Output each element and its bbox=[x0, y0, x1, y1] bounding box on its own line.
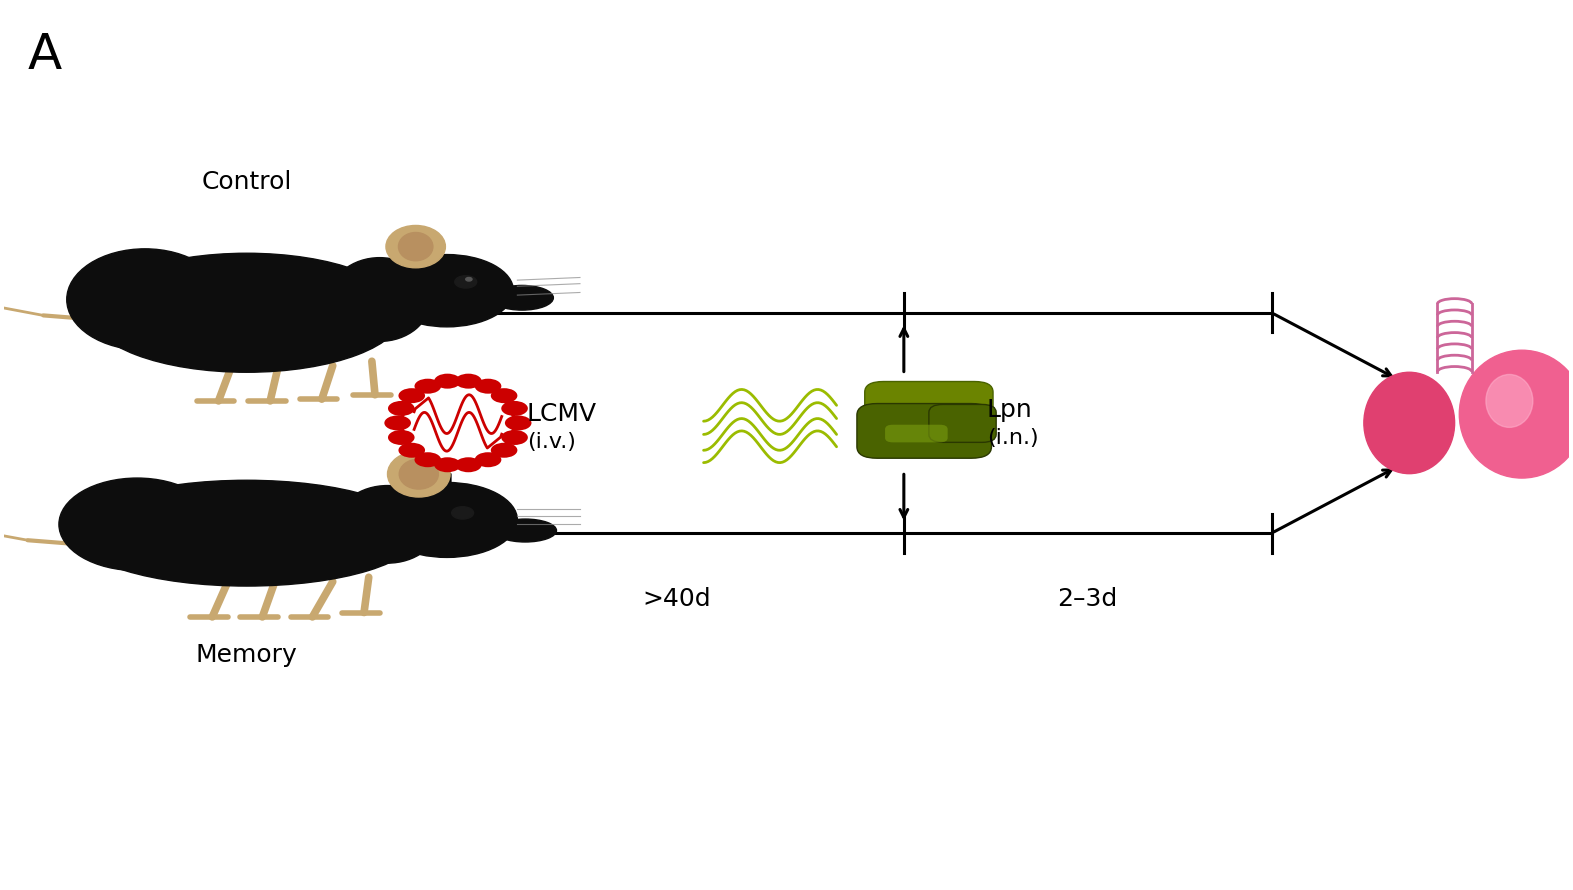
Ellipse shape bbox=[491, 286, 554, 310]
Ellipse shape bbox=[381, 255, 513, 327]
Text: A: A bbox=[28, 30, 61, 78]
FancyBboxPatch shape bbox=[886, 425, 947, 442]
Circle shape bbox=[502, 400, 529, 416]
Ellipse shape bbox=[329, 257, 431, 342]
Text: Lpn: Lpn bbox=[986, 398, 1032, 422]
Text: (i.v.): (i.v.) bbox=[527, 433, 576, 452]
Circle shape bbox=[389, 400, 415, 416]
Circle shape bbox=[475, 452, 502, 467]
Ellipse shape bbox=[400, 459, 439, 490]
Text: (i.n.): (i.n.) bbox=[986, 428, 1038, 448]
Text: Control: Control bbox=[201, 170, 293, 194]
Text: Memory: Memory bbox=[195, 643, 297, 668]
Ellipse shape bbox=[337, 486, 439, 563]
Circle shape bbox=[475, 379, 502, 393]
Circle shape bbox=[455, 276, 477, 288]
Circle shape bbox=[505, 416, 532, 431]
Circle shape bbox=[491, 442, 518, 457]
Ellipse shape bbox=[1364, 372, 1455, 473]
Ellipse shape bbox=[398, 232, 433, 261]
Ellipse shape bbox=[58, 478, 216, 570]
Ellipse shape bbox=[90, 254, 403, 372]
Circle shape bbox=[434, 374, 461, 389]
Circle shape bbox=[491, 388, 518, 403]
Circle shape bbox=[398, 442, 425, 457]
Text: >40d: >40d bbox=[643, 587, 711, 611]
FancyBboxPatch shape bbox=[865, 382, 993, 431]
Text: LCMV: LCMV bbox=[527, 402, 596, 426]
Ellipse shape bbox=[494, 519, 557, 542]
Circle shape bbox=[384, 416, 411, 431]
Ellipse shape bbox=[376, 482, 518, 557]
Ellipse shape bbox=[385, 225, 445, 268]
Ellipse shape bbox=[66, 249, 223, 351]
Ellipse shape bbox=[1486, 375, 1532, 427]
Ellipse shape bbox=[401, 384, 514, 463]
Circle shape bbox=[455, 457, 481, 473]
Ellipse shape bbox=[387, 451, 450, 497]
Circle shape bbox=[389, 430, 415, 445]
Circle shape bbox=[398, 388, 425, 403]
FancyBboxPatch shape bbox=[930, 404, 996, 442]
Circle shape bbox=[502, 430, 529, 445]
Circle shape bbox=[434, 457, 461, 473]
Circle shape bbox=[414, 452, 440, 467]
Ellipse shape bbox=[74, 481, 418, 587]
Text: 2–3d: 2–3d bbox=[1057, 587, 1118, 611]
Circle shape bbox=[451, 506, 473, 519]
Circle shape bbox=[466, 278, 472, 281]
Circle shape bbox=[414, 379, 440, 393]
FancyBboxPatch shape bbox=[857, 403, 991, 458]
Circle shape bbox=[455, 374, 481, 389]
Ellipse shape bbox=[1460, 351, 1573, 478]
